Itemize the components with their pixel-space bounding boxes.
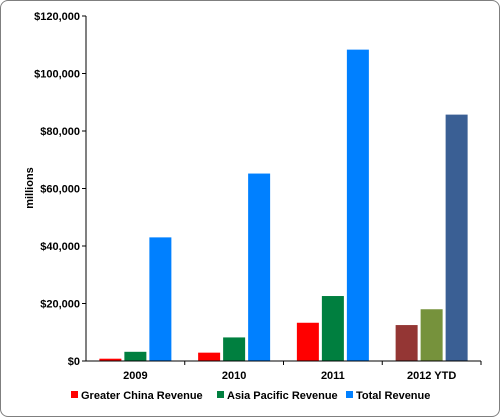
x-tick-label: 2011 — [321, 370, 345, 382]
y-tick-label: $0 — [68, 356, 80, 368]
bar — [149, 237, 172, 361]
legend-swatch — [346, 391, 353, 398]
legend-swatch — [71, 391, 78, 398]
y-tick-label: $100,000 — [34, 69, 80, 81]
x-tick-label: 2012 YTD — [407, 370, 456, 382]
legend-label: Asia Pacific Revenue — [227, 390, 338, 402]
y-tick-label: $80,000 — [40, 126, 80, 138]
y-axis-label: millions — [24, 167, 36, 209]
ticks-group: $0 $20,000 $40,000 $60,000 $80,000 $100,000 $1… — [34, 11, 482, 382]
y-tick-label: $120,000 — [34, 11, 80, 23]
bar — [395, 325, 418, 361]
bar — [420, 309, 443, 361]
legend-label: Total Revenue — [356, 390, 430, 402]
bar — [99, 358, 122, 361]
bar — [445, 114, 468, 361]
bar — [198, 352, 221, 361]
x-tick-label: 2009 — [123, 370, 147, 382]
y-tick-label: $60,000 — [40, 184, 80, 196]
bar — [248, 173, 271, 361]
bar — [346, 49, 369, 361]
bar — [223, 337, 246, 361]
legend-swatch — [217, 391, 224, 398]
bar — [124, 351, 147, 361]
y-tick-label: $40,000 — [40, 241, 80, 253]
bar — [321, 296, 344, 361]
legend: Greater China Revenue Asia Pacific Revenu… — [71, 390, 430, 402]
bar — [296, 322, 319, 361]
bars-group — [99, 49, 468, 361]
legend-label: Greater China Revenue — [81, 390, 203, 402]
y-tick-label: $20,000 — [40, 299, 80, 311]
x-tick-label: 2010 — [222, 370, 246, 382]
